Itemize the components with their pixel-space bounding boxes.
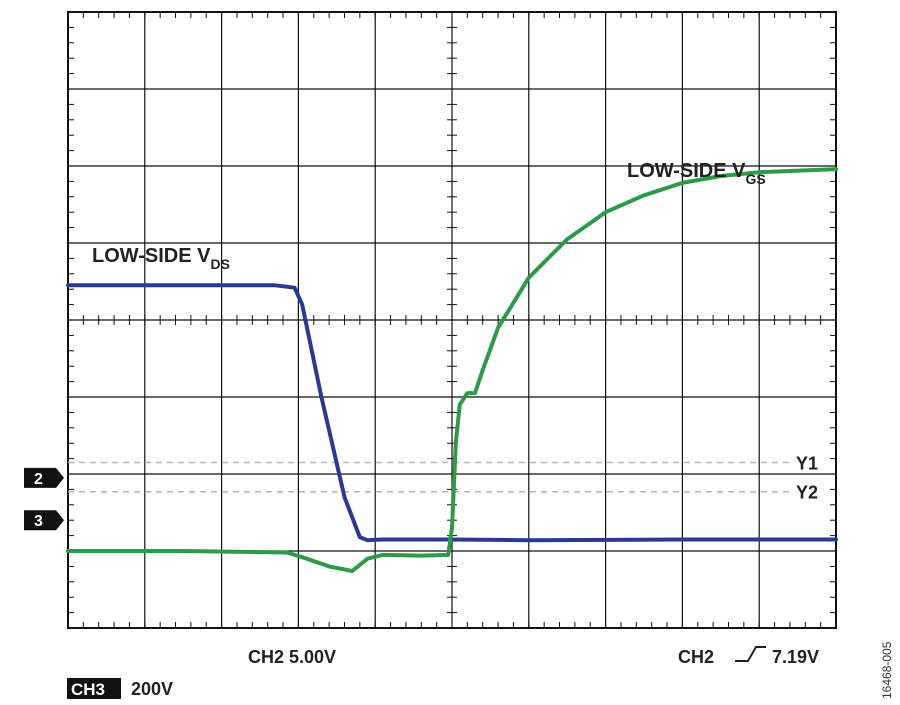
figure-id: 16468-005: [880, 641, 894, 699]
reference-label-y2: Y2: [796, 483, 818, 503]
ch2-scale-label: CH2 5.00V: [248, 647, 336, 667]
trace-gs: [66, 167, 838, 573]
ch3-badge-label: CH3: [71, 680, 105, 699]
channel-marker-3: [24, 510, 64, 531]
trigger-level-label: 7.19V: [772, 647, 819, 667]
figure-id-text: 16468-005: [880, 641, 894, 699]
series-label-vds: LOW-SIDE VDS: [92, 245, 230, 272]
trace-ds: [66, 283, 838, 543]
graticule: [67, 11, 837, 629]
traces: [66, 167, 838, 573]
channel-marker-2: [24, 467, 64, 488]
ch3-badge: [67, 678, 121, 699]
channel-marker-label-2: 2: [34, 471, 43, 488]
series-label-vgs: LOW-SIDE VGS: [627, 160, 766, 187]
reference-label-y1: Y1: [796, 453, 818, 473]
rising-edge-trigger-icon: [735, 646, 766, 662]
reference-lines: Y1 Y2: [68, 453, 818, 503]
ch3-scale-label: 200V: [131, 679, 173, 699]
channel-marker-label-3: 3: [34, 513, 43, 530]
trigger-channel-label: CH2: [678, 647, 714, 667]
channel-markers: 23: [24, 467, 64, 531]
